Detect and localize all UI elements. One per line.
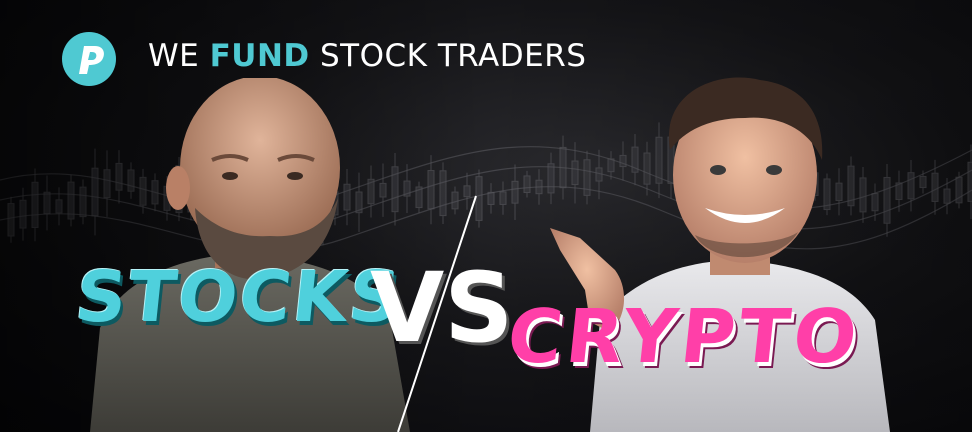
versus-label: VS — [370, 252, 514, 364]
p-logo-icon — [62, 32, 116, 86]
crypto-headline: CRYPTO — [503, 294, 865, 380]
stocks-headline: STOCKS — [71, 256, 407, 338]
tagline-prefix: WE — [148, 38, 210, 74]
brand-tagline: WE FUND STOCK TRADERS — [148, 38, 586, 74]
tagline-highlight: FUND — [209, 38, 310, 74]
tagline-suffix: STOCK TRADERS — [309, 38, 587, 74]
bald-bearded-man-photo — [90, 78, 410, 432]
smiling-man-pointing-photo — [550, 77, 890, 432]
